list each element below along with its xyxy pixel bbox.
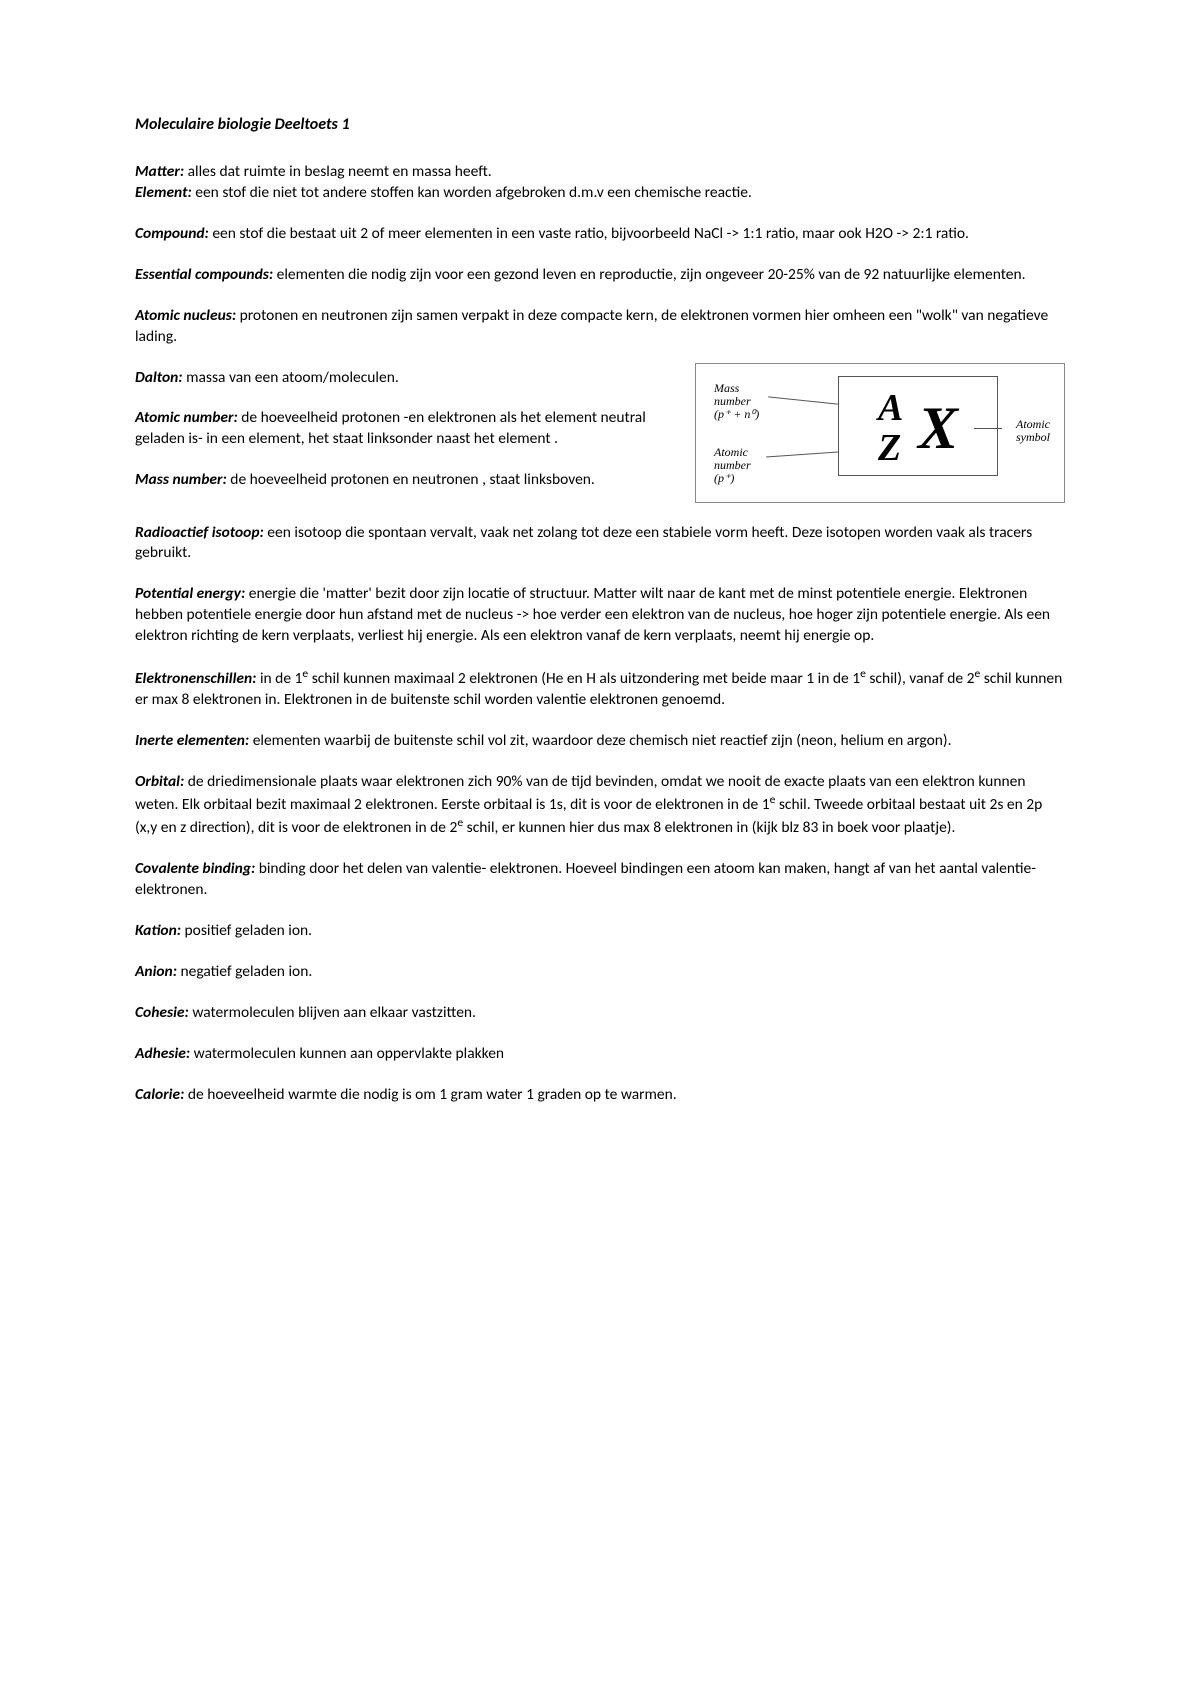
text-potential: energie die 'matter' bezit door zijn loc… <box>135 584 1050 645</box>
paragraph-potential: Potential energy: energie die 'matter' b… <box>135 584 1065 647</box>
wrapped-section: Dalton: massa van een atoom/moleculen. A… <box>135 368 1065 503</box>
term-orbital: Orbital: <box>135 772 184 791</box>
text-schillen-b: schil kunnen maximaal 2 elektronen (He e… <box>308 669 860 688</box>
paragraph-dalton: Dalton: massa van een atoom/moleculen. <box>135 368 681 389</box>
diagram-mass-label: Mass number (p⁺ + n⁰) <box>714 382 759 422</box>
diagram-letter-X: X <box>918 394 958 463</box>
paragraph-massnumber: Mass number: de hoeveelheid protonen en … <box>135 470 681 491</box>
text-inerte: elementen waarbij de buitenste schil vol… <box>249 731 951 750</box>
paragraph-anion: Anion: negatief geladen ion. <box>135 962 1065 983</box>
diagram-line-mass <box>768 396 838 404</box>
term-essential: Essential compounds: <box>135 265 273 284</box>
paragraph-covalente: Covalente binding: binding door het dele… <box>135 859 1065 901</box>
term-nucleus: Atomic nucleus: <box>135 306 236 325</box>
text-massnumber: de hoeveelheid protonen en neutronen , s… <box>227 470 595 489</box>
diagram-symbol-label: Atomic symbol <box>1016 418 1050 444</box>
term-matter: Matter: <box>135 162 184 181</box>
term-cohesie: Cohesie: <box>135 1003 189 1022</box>
term-massnumber: Mass number: <box>135 470 227 489</box>
term-adhesie: Adhesie: <box>135 1044 194 1063</box>
text-matter: alles dat ruimte in beslag neemt en mass… <box>184 162 492 181</box>
diagram-line-atomic <box>766 451 838 457</box>
paragraph-nucleus: Atomic nucleus: protonen en neutronen zi… <box>135 306 1065 348</box>
paragraph-kation: Kation: positief geladen ion. <box>135 921 1065 942</box>
diagram-letter-Z: Z <box>878 426 901 470</box>
text-radio: een isotoop die spontaan vervalt, vaak n… <box>135 523 1032 563</box>
text-kation: positief geladen ion. <box>181 921 312 940</box>
paragraph-compound: Compound: een stof die bestaat uit 2 of … <box>135 224 1065 245</box>
text-anion: negatief geladen ion. <box>177 962 312 981</box>
page-title: Moleculaire biologie Deeltoets 1 <box>135 115 1065 134</box>
diagram-atomic-label: Atomic number (p⁺) <box>714 446 751 486</box>
term-dalton: Dalton: <box>135 368 183 387</box>
text-element: een stof die niet tot andere stoffen kan… <box>192 183 752 202</box>
text-covalente: binding door het delen van valentie- ele… <box>135 859 1036 899</box>
diagram-letter-A: A <box>878 386 903 430</box>
wrapped-text-column: Dalton: massa van een atoom/moleculen. A… <box>135 368 681 492</box>
term-anion: Anion: <box>135 962 177 981</box>
text-calorie: de hoeveelheid warmte die nodig is om 1 … <box>184 1085 676 1104</box>
atomic-notation-diagram: Mass number (p⁺ + n⁰) Atomic number (p⁺)… <box>695 363 1065 503</box>
paragraph-schillen: Elektronenschillen: in de 1e schil kunne… <box>135 667 1065 711</box>
text-nucleus: protonen en neutronen zijn samen verpakt… <box>135 306 1048 346</box>
text-schillen-c: schil), vanaf de 2 <box>866 669 975 688</box>
term-element: Element: <box>135 183 192 202</box>
text-schillen-a: in de 1 <box>256 669 302 688</box>
paragraph-matter-element: Matter: alles dat ruimte in beslag neemt… <box>135 162 1065 204</box>
text-adhesie: watermoleculen kunnen aan oppervlakte pl… <box>194 1044 504 1063</box>
term-atomicnumber: Atomic number: <box>135 408 238 427</box>
diagram-line-symbol <box>974 428 1002 429</box>
paragraph-adhesie: Adhesie: watermoleculen kunnen aan opper… <box>135 1044 1065 1065</box>
term-covalente: Covalente binding: <box>135 859 255 878</box>
paragraph-cohesie: Cohesie: watermoleculen blijven aan elka… <box>135 1003 1065 1024</box>
text-dalton: massa van een atoom/moleculen. <box>183 368 399 387</box>
term-compound: Compound: <box>135 224 209 243</box>
term-kation: Kation: <box>135 921 181 940</box>
term-calorie: Calorie: <box>135 1085 184 1104</box>
term-inerte: Inerte elementen: <box>135 731 249 750</box>
text-orbital-c: schil, er kunnen hier dus max 8 elektron… <box>463 818 955 837</box>
paragraph-calorie: Calorie: de hoeveelheid warmte die nodig… <box>135 1085 1065 1106</box>
term-potential: Potential energy: <box>135 584 245 603</box>
paragraph-radio: Radioactief isotoop: een isotoop die spo… <box>135 523 1065 565</box>
text-essential: elementen die nodig zijn voor een gezond… <box>273 265 1025 284</box>
text-compound: een stof die bestaat uit 2 of meer eleme… <box>209 224 969 243</box>
term-schillen: Elektronenschillen: <box>135 669 256 688</box>
text-cohesie: watermoleculen blijven aan elkaar vastzi… <box>189 1003 476 1022</box>
term-radio: Radioactief isotoop: <box>135 523 264 542</box>
paragraph-essential: Essential compounds: elementen die nodig… <box>135 265 1065 286</box>
paragraph-inerte: Inerte elementen: elementen waarbij de b… <box>135 731 1065 752</box>
paragraph-atomicnumber: Atomic number: de hoeveelheid protonen -… <box>135 408 681 450</box>
paragraph-orbital: Orbital: de driedimensionale plaats waar… <box>135 772 1065 839</box>
